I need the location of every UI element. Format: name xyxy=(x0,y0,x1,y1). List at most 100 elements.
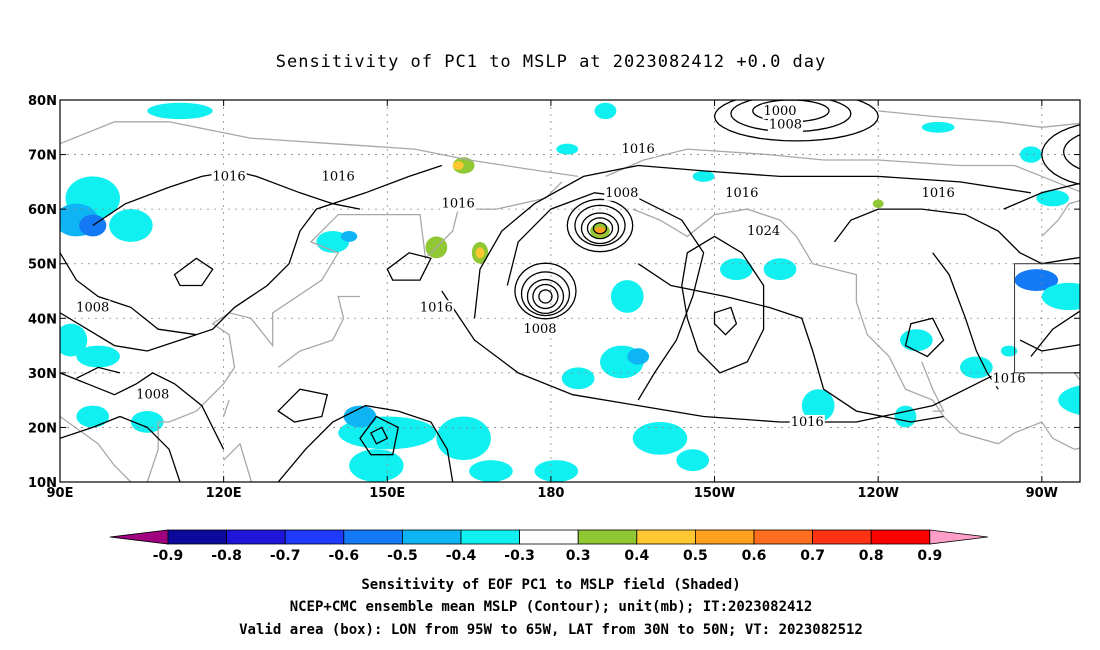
lat-label-70N: 70N xyxy=(28,149,57,164)
mslp-contour-22 xyxy=(441,290,999,423)
contour-label-1: 1008 xyxy=(769,118,802,133)
shade-patch-24 xyxy=(763,258,797,281)
shade-patch-14 xyxy=(436,416,491,461)
colorbar-segment-10 xyxy=(753,529,813,545)
contour-label-bg-18 xyxy=(135,387,171,403)
shade-patch-25 xyxy=(801,389,835,422)
coastline-segment-6 xyxy=(605,148,1080,193)
shade-patch-35 xyxy=(1091,408,1100,424)
contour-label-bg-1 xyxy=(767,117,804,133)
mslp-contour-19 xyxy=(681,235,765,374)
shade-patch-23 xyxy=(720,258,753,281)
contour-label-bg-12 xyxy=(418,300,454,316)
shade-patch-42 xyxy=(921,121,955,133)
colorbar-label-0: -0.9 xyxy=(153,548,184,564)
shade-patch-46 xyxy=(556,143,579,155)
shade-patch-4 xyxy=(147,102,213,120)
contour-label-12: 1016 xyxy=(420,300,453,315)
contour-label-7: 1016 xyxy=(725,186,758,201)
shade-patch-30 xyxy=(1041,282,1080,311)
colorbar-segment-12 xyxy=(870,529,931,545)
mslp-contour-21 xyxy=(637,263,944,423)
shade-patch-8 xyxy=(130,411,164,433)
colorbar-segment-7 xyxy=(577,529,638,545)
mslp-contour-31 xyxy=(1030,310,1080,357)
shade-patch-7 xyxy=(76,405,110,428)
contour-label-19: 1016 xyxy=(791,415,824,430)
mslp-contour-11 xyxy=(1079,146,1080,153)
mslp-contour-32 xyxy=(1019,339,1080,352)
mslp-contour-34 xyxy=(904,317,945,358)
contour-label-bg-4 xyxy=(320,169,356,185)
colorbar-segment-11 xyxy=(812,529,872,545)
contour-label-16: 1016 xyxy=(1080,360,1100,375)
mslp-contour-7 xyxy=(580,212,620,245)
lon-label-120W: 120W xyxy=(857,486,898,501)
lat-lon-grid xyxy=(60,100,1080,482)
coastline-segment-11 xyxy=(878,110,1080,128)
shade-patch-44 xyxy=(692,170,715,182)
colorbar-label-6: -0.3 xyxy=(504,548,535,564)
contour-label-bg-7 xyxy=(724,185,760,201)
shade-patch-45 xyxy=(594,102,617,120)
colorbar-segment-9 xyxy=(695,529,755,545)
mslp-contour-5 xyxy=(592,222,608,235)
contour-label-2: 1016 xyxy=(622,142,655,157)
lon-label-180: 180 xyxy=(537,486,564,501)
mslp-contour-2 xyxy=(526,278,565,315)
contour-label-15: 1016 xyxy=(1096,344,1100,359)
colorbar-segment-2 xyxy=(284,529,345,545)
mslp-contour-3 xyxy=(520,271,571,317)
shade-patch-5 xyxy=(60,323,88,357)
contour-label-bg-5 xyxy=(440,196,476,212)
shade-patch-12 xyxy=(343,405,377,428)
coastline-segment-1 xyxy=(60,415,132,482)
lon-label-90W: 90W xyxy=(1026,486,1058,501)
contour-label-bg-16 xyxy=(1078,360,1080,376)
contour-label-bg-13 xyxy=(75,300,111,316)
footer-line-3: Valid area (box): LON from 95W to 65W, L… xyxy=(239,622,863,638)
lat-label-50N: 50N xyxy=(28,258,57,273)
colorbar-label-13: 0.9 xyxy=(917,548,942,564)
mslp-contour-26 xyxy=(359,415,399,456)
coastline-segment-7 xyxy=(632,208,1080,450)
mslp-contour-30 xyxy=(833,208,1080,265)
coastline-segment-4 xyxy=(222,399,230,417)
shade-patch-15 xyxy=(469,460,513,482)
shade-patch-34 xyxy=(1058,385,1080,415)
colorbar-label-9: 0.5 xyxy=(683,548,708,564)
contour-label-9: 1000 xyxy=(1096,148,1100,163)
shade-patch-13 xyxy=(349,449,404,482)
coastline-segment-9 xyxy=(1041,199,1080,237)
colorbar-label-1: -0.8 xyxy=(211,548,242,564)
colorbar-label-3: -0.6 xyxy=(328,548,359,564)
mslp-contour-8 xyxy=(574,204,626,247)
shade-patch-21 xyxy=(676,449,710,472)
mslp-contour-10 xyxy=(1096,139,1100,154)
mslp-contour-1 xyxy=(532,283,559,310)
mslp-contour-25 xyxy=(277,404,454,482)
mslp-contour-14 xyxy=(752,100,830,123)
lon-label-90E: 90E xyxy=(47,486,74,501)
mslp-contour-9 xyxy=(566,198,634,253)
colorbar-label-5: -0.4 xyxy=(446,548,477,564)
shade-patch-16 xyxy=(534,460,579,482)
shade-patch-28 xyxy=(960,356,993,379)
shade-patch-19 xyxy=(561,367,595,390)
mslp-contour-35 xyxy=(1003,182,1080,210)
lat-label-40N: 40N xyxy=(28,312,57,327)
colorbar-left-arrow xyxy=(109,529,169,545)
shade-patch-51 xyxy=(475,247,485,259)
contour-label-3: 1016 xyxy=(213,169,246,184)
contour-label-bg-0 xyxy=(762,103,798,119)
shade-patch-54 xyxy=(872,199,884,209)
lat-label-20N: 20N xyxy=(28,421,57,436)
colorbar-segment-3 xyxy=(343,529,403,545)
mslp-contour-6 xyxy=(586,217,614,240)
coastline-segment-3 xyxy=(277,295,360,368)
mslp-contour-33 xyxy=(932,252,999,390)
mslp-contour-17 xyxy=(506,192,705,401)
sensitivity-shading xyxy=(60,102,1100,482)
shade-patch-41 xyxy=(1020,146,1042,163)
contour-label-18: 1008 xyxy=(136,388,169,403)
